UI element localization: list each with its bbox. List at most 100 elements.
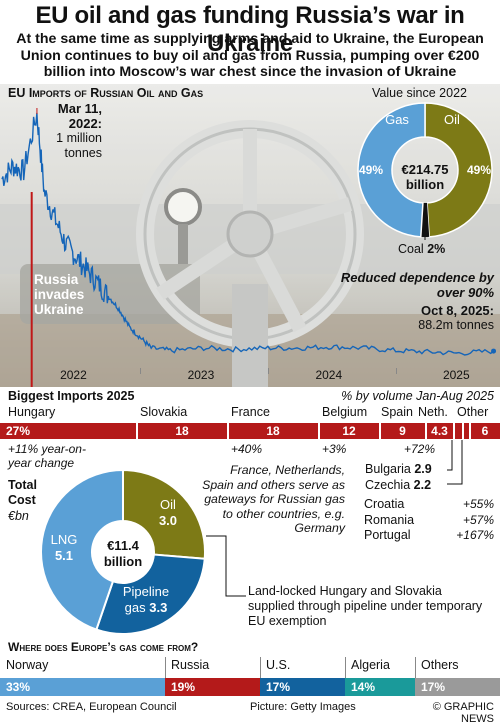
hungary-change: +11% year-on-year change bbox=[8, 442, 86, 470]
value-since-label: Value since 2022 bbox=[372, 86, 467, 100]
gas-sources-bar: 33% 19% 17% 14% 17% bbox=[0, 678, 500, 696]
czechia-label: Czechia bbox=[365, 478, 411, 492]
latest-point bbox=[491, 348, 497, 354]
romania-change: +57% bbox=[462, 512, 494, 527]
value-slice-gas bbox=[357, 102, 426, 238]
gas-divider bbox=[260, 657, 261, 678]
czechia-value: 2.2 bbox=[413, 478, 432, 492]
other-changes: +55% +57% +167% bbox=[430, 497, 494, 544]
oil-slice-value: 49% bbox=[467, 163, 491, 177]
peak-value: 1 million tonnes bbox=[56, 131, 102, 160]
value-center-amount: €214.75 bbox=[402, 162, 449, 177]
portugal-change: +167% bbox=[456, 528, 494, 542]
reduced-dependence-note: Reduced dependence by over 90% bbox=[340, 270, 494, 300]
imports-series-line bbox=[1, 112, 495, 356]
cost-center-unit: billion bbox=[104, 554, 142, 569]
year-tick-2023: 2023 bbox=[187, 368, 215, 382]
cost-slice-lng bbox=[40, 468, 124, 631]
bulgaria-label: Bulgaria bbox=[365, 462, 411, 476]
gas-slice-value: 49% bbox=[359, 163, 383, 177]
bar-separator bbox=[227, 423, 229, 439]
gateway-note: France, Netherlands, Spain and others se… bbox=[202, 463, 345, 535]
gas-bar-others: 17% bbox=[415, 678, 500, 696]
year-divider bbox=[267, 368, 269, 374]
imports-chart-title: EU Imports of Russian Oil and Gas bbox=[8, 86, 204, 100]
other-countries: Croatia Romania Portugal bbox=[364, 497, 414, 544]
country-name-spain: Spain bbox=[381, 405, 413, 419]
graphic-news-credit: © GRAPHIC NEWS bbox=[432, 701, 494, 725]
gas-slice-label: Gas bbox=[385, 112, 409, 127]
cost-lng-label: LNG bbox=[51, 532, 78, 547]
coal-label: Coal 2% bbox=[398, 242, 445, 256]
france-change: +40% bbox=[231, 442, 263, 456]
by-volume-subtitle: % by volume Jan-Aug 2025 bbox=[341, 389, 494, 403]
picture-credit: Picture: Getty Images bbox=[250, 701, 356, 713]
cost-pipeline-value: 3.3 bbox=[149, 600, 167, 615]
import-bar-bulgaria bbox=[454, 423, 462, 439]
latest-value: 88.2m tonnes bbox=[418, 318, 494, 332]
page-subtitle: At the same time as supplying arms and a… bbox=[16, 31, 484, 80]
imports-bar: 27% 18 18 12 9 4.3 6 bbox=[0, 423, 500, 439]
gas-bar-algeria: 14% bbox=[345, 678, 415, 696]
year-tick-2025: 2025 bbox=[442, 368, 470, 382]
cost-center-amount: €11.4 bbox=[107, 538, 140, 553]
bar-separator bbox=[462, 423, 464, 439]
country-name-slovakia: Slovakia bbox=[140, 405, 188, 419]
cost-pipeline-label: Pipeline bbox=[123, 584, 169, 599]
bulgaria-czechia-leader bbox=[447, 440, 463, 485]
bar-separator bbox=[425, 423, 427, 439]
peak-date: Mar 11, 2022: bbox=[57, 101, 102, 131]
croatia-label: Croatia bbox=[364, 497, 405, 511]
bulgaria-row: Bulgaria 2.9 bbox=[365, 462, 432, 477]
country-name-hungary: Hungary bbox=[8, 405, 56, 419]
oil-slice-label: Oil bbox=[444, 112, 460, 127]
country-name-belgium: Belgium bbox=[322, 405, 368, 419]
import-bar-other: 6 bbox=[481, 424, 489, 438]
value-slice-oil bbox=[424, 102, 493, 238]
cost-lng-value: 5.1 bbox=[55, 548, 73, 563]
pipeline-leader bbox=[206, 535, 246, 597]
romania-label: Romania bbox=[364, 512, 415, 527]
import-bar-slovakia: 18 bbox=[175, 424, 189, 438]
gas-name-algeria: Algeria bbox=[351, 658, 390, 672]
page-title: EU oil and gas funding Russia’s war in U… bbox=[35, 2, 465, 57]
gas-bar-norway: 33% bbox=[0, 678, 165, 696]
import-bar-france: 18 bbox=[266, 424, 280, 438]
gas-name-norway: Norway bbox=[6, 658, 49, 672]
pipeline-note: Land-locked Hungary and Slovakia supplie… bbox=[248, 584, 483, 628]
croatia-change: +55% bbox=[462, 497, 494, 511]
gas-name-russia: Russia bbox=[171, 658, 210, 672]
bar-separator bbox=[318, 423, 320, 439]
gas-bar-russia: 19% bbox=[165, 678, 260, 696]
coal-label-text: Coal bbox=[398, 242, 424, 256]
cost-pipeline-label-2: gas 3.3 bbox=[125, 600, 168, 615]
cost-slice-pipeline-gas bbox=[95, 553, 206, 635]
gas-sources-title: Where does Europe’s gas come from? bbox=[8, 640, 199, 654]
import-bar-spain: 9 bbox=[399, 424, 406, 438]
bulgaria-value: 2.9 bbox=[414, 462, 432, 476]
import-bar-hungary: 27% bbox=[6, 424, 31, 438]
czechia-row: Czechia 2.2 bbox=[365, 478, 431, 493]
import-bar-belgium: 12 bbox=[342, 424, 356, 438]
country-name-neth: Neth. bbox=[418, 405, 448, 419]
sources-credit: Sources: CREA, European Council bbox=[6, 701, 177, 713]
year-axis: 2022 2023 2024 2025 bbox=[0, 368, 500, 388]
portugal-label: Portugal bbox=[364, 528, 411, 542]
imports-line-chart bbox=[1, 108, 497, 387]
gas-divider bbox=[415, 657, 416, 678]
gas-bar-us: 17% bbox=[260, 678, 345, 696]
year-tick-2022: 2022 bbox=[60, 368, 87, 382]
bar-separator bbox=[453, 423, 455, 439]
bar-separator bbox=[379, 423, 381, 439]
cost-slice-oil bbox=[122, 468, 206, 560]
belgium-change: +3% bbox=[322, 442, 347, 456]
cost-unit: €bn bbox=[8, 509, 29, 523]
peak-annotation: Mar 11, 2022: 1 million tonnes bbox=[40, 101, 102, 160]
bar-separator bbox=[136, 423, 138, 439]
import-bar-neth: 4.3 bbox=[431, 424, 448, 438]
country-name-other: Other bbox=[457, 405, 489, 419]
gas-divider bbox=[345, 657, 346, 678]
gas-name-us: U.S. bbox=[266, 658, 291, 672]
